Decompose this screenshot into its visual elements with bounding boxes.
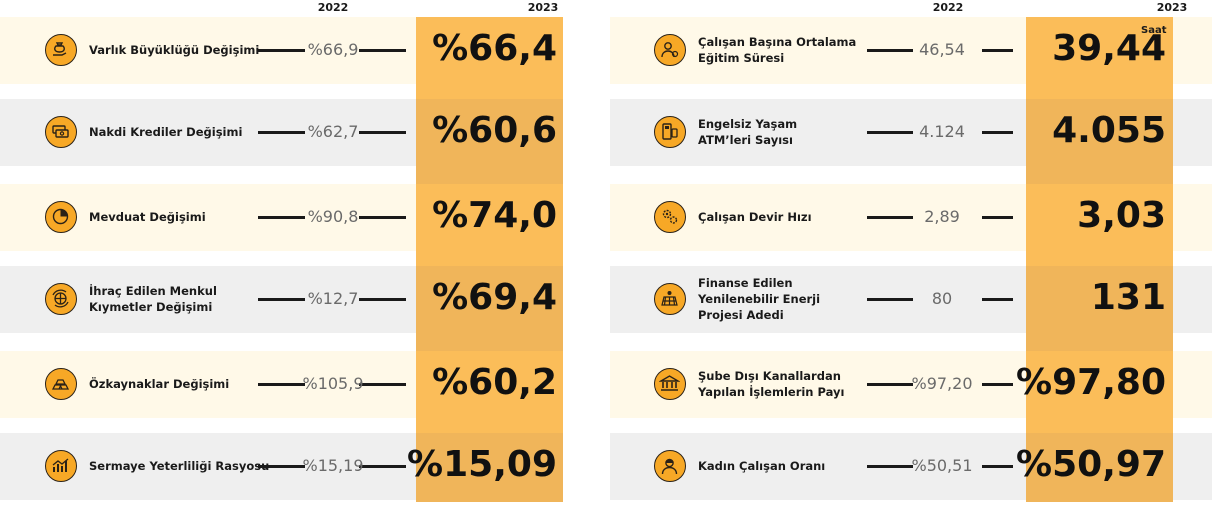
dash-separator	[867, 383, 913, 386]
right-value-2023: %50,97	[1016, 444, 1166, 485]
dash-separator	[867, 465, 913, 468]
dash-separator	[982, 298, 1013, 301]
dash-separator	[867, 298, 913, 301]
right-2023-cell-2	[1026, 184, 1173, 266]
right-metric-label: Şube Dışı Kanallardan Yapılan İşlemlerin…	[698, 369, 845, 399]
dash-separator	[867, 131, 913, 134]
right-metric-label: Çalışan Başına Ortalama Eğitim Süresi	[698, 35, 857, 65]
year-header-right-2022: 2022	[932, 1, 964, 14]
training-person-icon	[654, 34, 686, 66]
solar-panel-icon	[654, 283, 686, 315]
right-value-2023: 131	[1090, 277, 1166, 318]
right-value-2022: 80	[931, 289, 953, 308]
right-value-2022: 2,89	[924, 207, 960, 226]
left-metric-label: Nakdi Krediler Değişimi	[89, 125, 243, 139]
left-value-2022: %15,19	[302, 456, 364, 475]
right-value-2022: %50,51	[911, 456, 973, 475]
right-value-2022: %97,20	[911, 374, 973, 393]
right-metric-label: Finanse Edilen Yenilenebilir Enerji Proj…	[698, 276, 821, 322]
left-2023-cell-4	[416, 351, 563, 433]
dash-separator	[359, 49, 406, 52]
dash-separator	[982, 465, 1013, 468]
dash-separator	[359, 465, 406, 468]
left-value-2022: %12,7	[307, 289, 359, 308]
dash-separator	[258, 465, 305, 468]
dash-separator	[359, 131, 406, 134]
right-2023-cell-1	[1026, 99, 1173, 184]
pie-chart-icon	[45, 201, 77, 233]
left-value-2023: %15,09	[407, 444, 557, 485]
left-value-2023: %69,4	[432, 277, 557, 318]
dash-separator	[867, 216, 913, 219]
dash-separator	[258, 298, 305, 301]
dash-separator	[982, 131, 1013, 134]
left-2023-cell-3	[416, 266, 563, 351]
left-value-2023: %74,0	[432, 195, 557, 236]
left-metric-label: Sermaye Yeterliliği Rasyosu	[89, 459, 270, 473]
globe-cycle-icon	[45, 283, 77, 315]
dash-separator	[258, 131, 305, 134]
left-2023-column	[416, 17, 563, 502]
dash-separator	[982, 49, 1013, 52]
money-bag-hand-icon	[45, 34, 77, 66]
right-2023-cell-5	[1026, 433, 1173, 502]
right-metric-label: Çalışan Devir Hızı	[698, 210, 812, 224]
left-value-2023: %60,6	[432, 110, 557, 151]
left-metric-label: Mevduat Değişimi	[89, 210, 206, 224]
left-value-2022: %90,8	[307, 207, 359, 226]
year-header-right-2023: 2023	[1156, 1, 1188, 14]
right-2023-cell-4	[1026, 351, 1173, 433]
dash-separator	[359, 298, 406, 301]
right-value-2023: 3,03	[1077, 195, 1166, 236]
growth-chart-icon	[45, 450, 77, 482]
right-2023-column	[1026, 17, 1173, 502]
left-value-2023: %66,4	[432, 28, 557, 69]
dash-separator	[359, 216, 406, 219]
dash-separator	[982, 383, 1013, 386]
left-metric-label: Özkaynaklar Değişimi	[89, 377, 230, 391]
right-2023-cell-0	[1026, 17, 1173, 99]
year-header-left-2023: 2023	[527, 1, 559, 14]
dash-separator	[867, 49, 913, 52]
right-value-2022: 46,54	[919, 40, 965, 59]
woman-employee-icon	[654, 450, 686, 482]
cash-stack-icon	[45, 116, 77, 148]
dash-separator	[258, 49, 305, 52]
gears-icon	[654, 201, 686, 233]
right-value-2023: 39,44	[1052, 28, 1166, 69]
right-value-2022: 4.124	[919, 122, 965, 141]
bank-building-icon	[654, 368, 686, 400]
left-2023-cell-2	[416, 184, 563, 266]
left-metric-label: Varlık Büyüklüğü Değişimi	[89, 43, 260, 57]
dash-separator	[982, 216, 1013, 219]
gold-bars-icon	[45, 368, 77, 400]
dash-separator	[359, 383, 406, 386]
left-value-2022: %105,9	[302, 374, 364, 393]
right-value-2023: 4.055	[1052, 110, 1166, 151]
left-2023-cell-1	[416, 99, 563, 184]
right-metric-label: Engelsiz Yaşam ATM’leri Sayısı	[698, 117, 798, 147]
left-2023-cell-5	[416, 433, 563, 502]
right-2023-cell-3	[1026, 266, 1173, 351]
right-value-2023: %97,80	[1016, 362, 1166, 403]
left-value-2023: %60,2	[432, 362, 557, 403]
left-value-2022: %66,9	[307, 40, 359, 59]
year-header-left-2022: 2022	[317, 1, 349, 14]
atm-icon	[654, 116, 686, 148]
dash-separator	[258, 216, 305, 219]
right-metric-label: Kadın Çalışan Oranı	[698, 459, 826, 473]
left-metric-label: İhraç Edilen Menkul Kıymetler Değişimi	[89, 284, 217, 314]
left-value-2022: %62,7	[307, 122, 359, 141]
left-2023-cell-0	[416, 17, 563, 99]
right-unit-label: Saat	[1141, 25, 1167, 36]
dash-separator	[258, 383, 305, 386]
